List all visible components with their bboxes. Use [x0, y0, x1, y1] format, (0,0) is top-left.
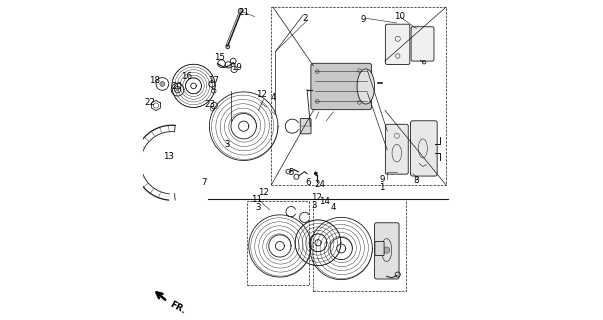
Text: 21: 21 — [239, 8, 250, 17]
Text: 23: 23 — [204, 100, 215, 109]
Text: 13: 13 — [163, 152, 174, 161]
FancyBboxPatch shape — [374, 223, 399, 279]
FancyBboxPatch shape — [411, 27, 434, 61]
Text: 15: 15 — [214, 53, 225, 62]
Text: 9: 9 — [361, 15, 366, 24]
Circle shape — [226, 45, 230, 49]
FancyBboxPatch shape — [311, 63, 371, 110]
FancyBboxPatch shape — [300, 119, 311, 134]
Circle shape — [314, 172, 318, 175]
Circle shape — [384, 247, 390, 253]
Text: 10: 10 — [394, 12, 405, 21]
Circle shape — [358, 100, 361, 104]
Text: 19: 19 — [230, 63, 241, 72]
Circle shape — [358, 69, 361, 73]
Text: 8: 8 — [414, 176, 419, 185]
Text: 12: 12 — [311, 193, 322, 202]
Text: 7: 7 — [201, 178, 206, 187]
Text: 6: 6 — [305, 178, 311, 187]
Circle shape — [238, 9, 243, 13]
Text: 3: 3 — [256, 203, 261, 212]
Text: 9: 9 — [380, 175, 385, 184]
Text: 12: 12 — [258, 188, 269, 197]
FancyBboxPatch shape — [411, 121, 437, 176]
Text: 4: 4 — [330, 203, 336, 212]
Text: 17: 17 — [208, 76, 219, 85]
Text: 14: 14 — [320, 197, 330, 206]
Text: 16: 16 — [181, 72, 192, 81]
Text: 24: 24 — [314, 180, 326, 189]
Text: 4: 4 — [271, 93, 276, 102]
Text: 5: 5 — [288, 168, 294, 177]
FancyBboxPatch shape — [385, 124, 408, 174]
Circle shape — [315, 70, 319, 74]
Text: 22: 22 — [144, 98, 155, 107]
Text: FR.: FR. — [168, 299, 187, 315]
Bar — [312, 199, 406, 292]
Text: 3: 3 — [224, 140, 230, 149]
Text: 2: 2 — [303, 14, 308, 23]
Text: 3: 3 — [312, 201, 317, 210]
Ellipse shape — [357, 69, 374, 104]
Text: 11: 11 — [251, 195, 262, 204]
FancyBboxPatch shape — [385, 24, 410, 65]
FancyBboxPatch shape — [375, 242, 384, 255]
Text: 20: 20 — [171, 82, 183, 91]
Text: 1: 1 — [379, 183, 384, 192]
Text: 12: 12 — [256, 90, 267, 99]
Circle shape — [315, 100, 319, 103]
Circle shape — [176, 88, 179, 91]
Text: 18: 18 — [148, 76, 160, 84]
Circle shape — [160, 81, 165, 86]
Bar — [247, 201, 309, 285]
